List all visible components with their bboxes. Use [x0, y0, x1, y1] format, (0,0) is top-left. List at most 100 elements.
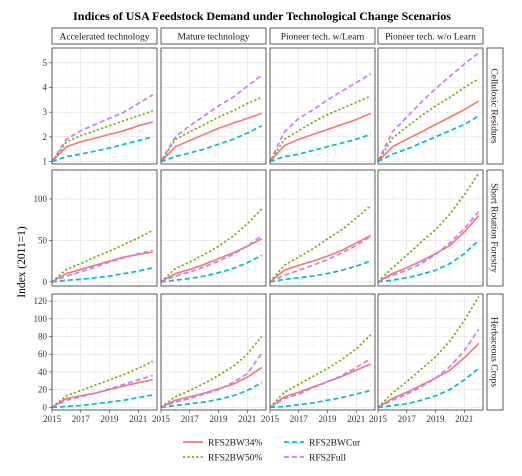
chart-title: Indices of USA Feedstock Demand under Te… — [73, 9, 451, 23]
panel-border — [51, 293, 158, 411]
series-line-rfs2bw50 — [160, 335, 263, 409]
legend-label: RFS2BW50% — [208, 454, 262, 464]
panel-border — [51, 169, 158, 287]
series-line-rfs2bwcur — [377, 115, 480, 163]
y-tick-label: 1 — [43, 157, 48, 167]
row-strip-cellulosic-residues: Cellulosic Residues — [486, 47, 504, 165]
series-line-rfs2bw34 — [377, 215, 480, 283]
y-tick-label: 40 — [38, 367, 48, 377]
column-strip-pioneer-tech-w-learn: Pioneer tech. w/Learn — [269, 27, 376, 45]
panel-herbaceous-crops-pioneer-tech-w-learn — [269, 293, 376, 411]
panel-cellulosic-residues-pioneer-tech-w-o-learn — [377, 47, 484, 165]
panel-herbaceous-crops-pioneer-tech-w-o-learn — [377, 293, 484, 411]
row-strip-herbaceous-crops: Herbaceous Crops — [486, 293, 504, 411]
y-tick-label: 5 — [43, 58, 48, 68]
panel-background — [270, 294, 375, 410]
column-strip-label: Pioneer tech. w/Learn — [281, 33, 365, 43]
series-line-rfs2bw50 — [51, 110, 153, 163]
series-line-rfs2bw50 — [160, 96, 263, 162]
panel-border — [160, 293, 267, 411]
x-tick-label: 2019 — [319, 414, 338, 424]
y-tick-label: 0 — [43, 402, 48, 412]
series-line-rfs2bwcur — [160, 124, 263, 163]
x-tick-label: 2017 — [72, 414, 91, 424]
panel-border — [377, 47, 484, 165]
panel-short-rotation-forestry-pioneer-tech-w-o-learn — [377, 169, 484, 287]
panel-border — [160, 169, 267, 287]
panel-herbaceous-crops-mature-technology — [160, 293, 267, 411]
y-axis-title: Index (2011=1) — [16, 226, 28, 298]
x-tick-label: 2017 — [290, 414, 309, 424]
y-tick-label: 20 — [38, 385, 48, 395]
series-line-rfs2full — [160, 234, 263, 283]
panel-border — [377, 293, 484, 411]
series-line-rfs2bw50 — [377, 172, 480, 283]
series-line-rfs2bw34 — [160, 112, 262, 163]
series-line-rfs2full — [269, 235, 372, 283]
series-line-rfs2bwcur — [269, 133, 371, 163]
series-line-rfs2bw50 — [269, 334, 372, 408]
legend-label: RFS2BW34% — [208, 439, 262, 449]
x-tick-label: 2019 — [101, 414, 120, 424]
x-tick-label: 2015 — [43, 414, 62, 424]
series-line-rfs2full — [51, 94, 154, 162]
y-tick-label: 80 — [38, 332, 48, 342]
x-tick-label: 2021 — [238, 414, 256, 424]
series-line-rfs2bwcur — [377, 367, 480, 409]
row-strip-short-rotation-forestry: Short Rotation Forestry — [486, 169, 504, 287]
y-tick-label: 50 — [38, 235, 48, 245]
series-line-rfs2full — [269, 73, 372, 162]
row-strip-bg — [486, 169, 504, 287]
y-tick-label: 4 — [43, 82, 48, 92]
series-line-rfs2bw34 — [51, 121, 153, 163]
x-tick-label: 2021 — [347, 414, 365, 424]
row-strip-bg — [486, 47, 504, 165]
series-line-rfs2bw50 — [377, 296, 480, 408]
panel-cellulosic-residues-pioneer-tech-w-learn — [269, 47, 376, 165]
series-line-rfs2bw34 — [269, 234, 372, 283]
legend: RFS2BW34% RFS2BW50% RFS2BWCur RFS2Full — [183, 439, 361, 464]
series-line-rfs2full — [377, 210, 480, 283]
panel-cellulosic-residues-accelerated-technology — [51, 47, 158, 165]
row-strip-label: Short Rotation Forestry — [489, 183, 499, 273]
panel-background — [52, 294, 157, 410]
series-line-rfs2bw50 — [269, 95, 372, 162]
series-line-rfs2bw34 — [269, 363, 371, 408]
y-tick-label: 100 — [34, 314, 48, 324]
series-line-rfs2bwcur — [377, 239, 480, 283]
panel-background — [378, 170, 483, 286]
series-line-rfs2full — [160, 352, 263, 409]
legend-item-rfs2bw50: RFS2BW50% — [183, 454, 262, 464]
panel-background — [270, 48, 375, 164]
series-line-rfs2full — [160, 74, 263, 162]
legend-label: RFS2Full — [309, 454, 346, 464]
series-line-rfs2full — [51, 249, 153, 283]
row-strip-bg — [486, 293, 504, 411]
panel-short-rotation-forestry-mature-technology — [160, 169, 267, 287]
column-strip-label: Mature technology — [177, 33, 249, 43]
panel-background — [161, 294, 266, 410]
panel-herbaceous-crops-accelerated-technology — [51, 293, 158, 411]
y-tick-label: 0 — [43, 277, 48, 287]
panel-cellulosic-residues-mature-technology — [160, 47, 267, 165]
series-line-rfs2bwcur — [269, 260, 371, 283]
series-line-rfs2full — [269, 357, 372, 409]
column-strip-bg — [377, 27, 484, 45]
series-line-rfs2full — [51, 374, 153, 409]
panel-background — [52, 170, 157, 286]
panel-background — [52, 48, 157, 164]
legend-item-rfs2full: RFS2Full — [284, 454, 346, 464]
panel-short-rotation-forestry-pioneer-tech-w-learn — [269, 169, 376, 287]
series-line-rfs2bwcur — [51, 136, 153, 163]
panel-border — [269, 47, 376, 165]
column-strip-bg — [160, 27, 267, 45]
legend-item-rfs2bwcur: RFS2BWCur — [284, 439, 361, 449]
y-tick-label: 100 — [34, 194, 48, 204]
x-tick-label: 2017 — [398, 414, 417, 424]
y-tick-label: 120 — [34, 296, 48, 306]
series-line-rfs2bw34 — [51, 379, 153, 409]
series-line-rfs2bwcur — [51, 266, 153, 283]
series-line-rfs2bw50 — [377, 78, 480, 162]
series-line-rfs2bwcur — [269, 389, 371, 409]
